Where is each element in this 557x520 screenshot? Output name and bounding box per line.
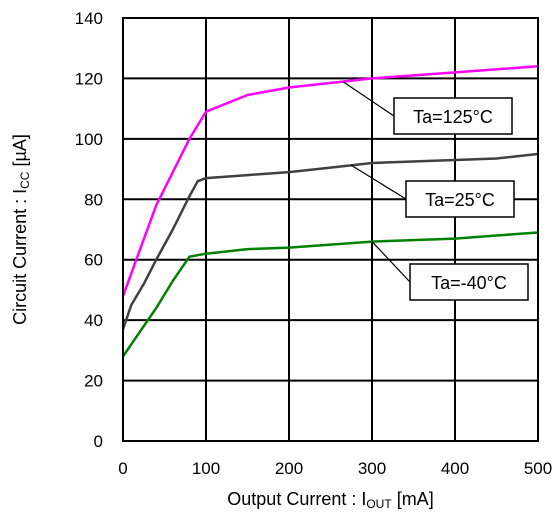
x-tick-label: 100	[192, 459, 220, 478]
x-tick-label: 300	[358, 459, 386, 478]
annotation-leader-line	[350, 164, 407, 200]
x-axis-label: Output Current : IOUT [mA]	[227, 489, 433, 511]
x-tick-label: 0	[118, 459, 127, 478]
y-tick-label: 40	[84, 311, 103, 330]
x-tick-labels: 0 100 200 300 400 500	[118, 459, 552, 478]
annotation-label: Ta=-40°C	[431, 273, 507, 293]
plot-frame	[122, 17, 539, 442]
y-tick-label: 0	[94, 432, 103, 451]
annotation-box	[405, 180, 515, 218]
annotation-leader-line	[342, 81, 395, 117]
series-lines	[121, 65, 539, 358]
y-tick-label: 120	[75, 69, 103, 88]
series-line	[121, 152, 539, 330]
x-tick-label: 400	[441, 459, 469, 478]
y-tick-label: 140	[75, 9, 103, 28]
annotation-label: Ta=125°C	[413, 107, 493, 127]
y-axis-label: Circuit Current : ICC [µA]	[10, 134, 32, 325]
y-tick-label: 100	[75, 130, 103, 149]
annotations: Ta=125°C Ta=25°C Ta=-40°C	[342, 81, 529, 301]
x-tick-label: 500	[524, 459, 552, 478]
x-tick-label: 200	[275, 459, 303, 478]
y-tick-label: 20	[84, 372, 103, 391]
annotation-leader-line	[371, 241, 411, 283]
y-tick-labels: 0 20 40 60 80 100 120 140	[75, 9, 103, 451]
annotation-box	[393, 97, 513, 135]
series-line	[121, 65, 539, 297]
annotation-box	[409, 263, 529, 301]
y-tick-label: 80	[84, 190, 103, 209]
annotation-label: Ta=25°C	[425, 190, 495, 210]
series-line	[121, 231, 539, 358]
y-tick-label: 60	[84, 251, 103, 270]
